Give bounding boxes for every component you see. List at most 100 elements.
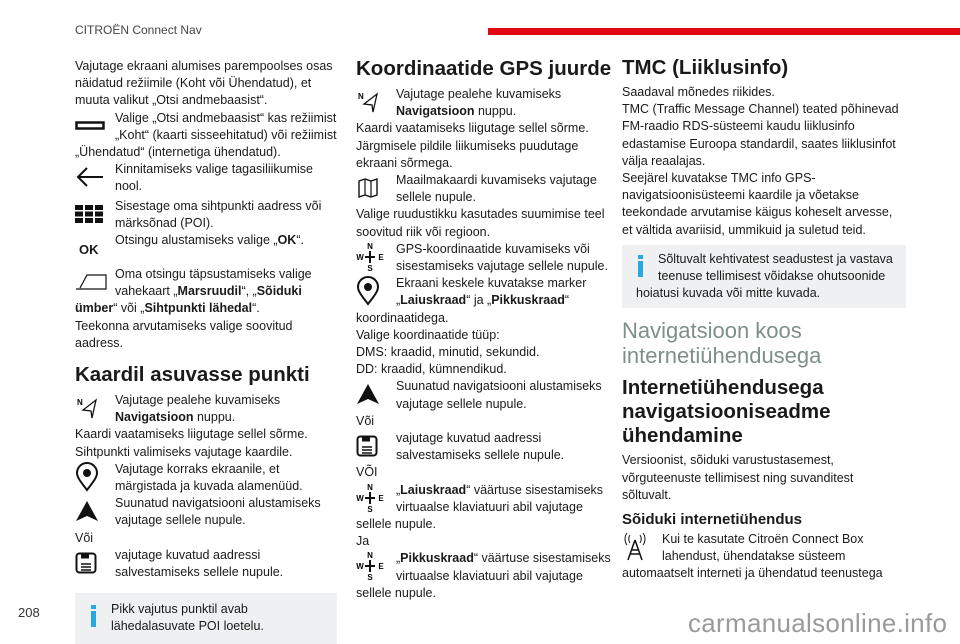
info-icon: [636, 251, 658, 281]
bold-text: Marsruudil: [177, 284, 242, 299]
header-accent-bar: [488, 28, 960, 35]
item-text: „Laiuskraad“ väärtuse sisestamiseks virt…: [356, 482, 618, 534]
map-pin-icon: [75, 461, 115, 493]
text-segment: Sisestage oma sihtpunkti aadress või mär…: [115, 198, 322, 230]
item-text: Suunatud navigatsiooni alustamiseks vaju…: [396, 379, 602, 411]
compass-e: E: [378, 562, 384, 571]
item-text: Maailmakaardi kuvamiseks vajutage sellel…: [396, 173, 597, 205]
svg-text:N: N: [358, 92, 364, 101]
compass-w: W: [356, 562, 364, 571]
keyboard-icon: [75, 198, 115, 230]
compass-s: S: [367, 573, 373, 581]
text-segment: nuppu.: [474, 104, 517, 119]
map-pin-icon: [356, 275, 396, 307]
compass-w: W: [356, 253, 364, 262]
world-map-icon: [356, 172, 396, 204]
navigation-arrow-icon: [75, 495, 115, 527]
paragraph: Versioonist, sõiduki varustustasemest, v…: [622, 453, 854, 502]
section-heading: Internetiühendusega navigatsiooniseadme …: [622, 376, 831, 448]
section-heading: Koordinaatide GPS juurde: [356, 57, 612, 80]
bold-text: Navigatsioon: [396, 104, 475, 119]
compass-n: N: [367, 551, 373, 560]
compass-s: S: [367, 505, 373, 513]
text-segment: “, „: [241, 284, 257, 299]
text-segment: Ekraani keskele kuvatakse marker „: [396, 276, 587, 308]
list-item: N Vajutage pealehe kuvamiseks Navigatsio…: [356, 86, 618, 120]
paragraph: Sihtpunkti valimiseks vajutage kaardile.: [75, 444, 293, 459]
intro-paragraph: Vajutage ekraani alumises parempoolses o…: [75, 58, 337, 110]
text-segment: “ väärtuse sisestamiseks virtuaalse klav…: [356, 482, 604, 532]
paragraph: Või: [356, 413, 375, 428]
column-2: Koordinaatide GPS juurde N Vajutage peal…: [356, 56, 618, 602]
item-text: Vajutage korraks ekraanile, et märgistad…: [115, 461, 303, 494]
info-box: Sõltuvalt kehtivatest seadustest ja vast…: [622, 244, 906, 309]
text-segment: Oma otsingu täpsustamiseks valige vaheka…: [115, 267, 312, 299]
info-text: Sõltuvalt kehtivatest seadustest ja vast…: [636, 251, 893, 301]
text-segment: Vajutage pealehe kuvamiseks: [115, 393, 281, 408]
item-text: Ekraani keskele kuvatakse marker „Laiusk…: [356, 275, 618, 327]
paragraph: Järgmisele pildile liikumiseks puudutage…: [356, 138, 579, 170]
list-item: vajutage kuvatud aadressi salvestamiseks…: [356, 430, 618, 464]
paragraph: Saadaval mõnedes riikides.: [622, 85, 775, 99]
navigation-arrow-icon: [356, 378, 396, 410]
bold-text: Pikkuskraad: [491, 293, 565, 308]
text-segment: “.: [252, 301, 260, 316]
compass-e: E: [378, 494, 384, 503]
paragraph: Valige koordinaatide tüüp:: [356, 327, 500, 342]
compass-s: S: [367, 264, 373, 272]
item-text: Sisestage oma sihtpunkti aadress või mär…: [75, 198, 337, 232]
paragraph: Ja: [356, 534, 370, 549]
text-segment: “.: [296, 233, 304, 248]
chapter-heading: Navigatsioon koos internetiühendusega: [622, 318, 822, 369]
text-segment: “ koordinaatidega.: [356, 293, 570, 325]
outro-paragraph: Teekonna arvutamiseks valige soovitud aa…: [75, 318, 293, 350]
list-item: Kui te kasutate Citroën Connect Box lahe…: [622, 531, 906, 583]
info-box: Pikk vajutus punktil avab lähedalasuvate…: [75, 593, 337, 644]
list-item: Suunatud navigatsiooni alustamiseks vaju…: [75, 495, 337, 529]
item-text: vajutage kuvatud aadressi salvestamiseks…: [396, 431, 565, 463]
column-1: Vajutage ekraani alumises parempoolses o…: [75, 58, 337, 644]
header-title: CITROËN Connect Nav: [75, 23, 202, 37]
bold-text: OK: [277, 233, 297, 248]
paragraph: DD: kraadid, kümnendikud.: [356, 362, 507, 377]
paragraph: TMC (Traffic Message Channel) teated põh…: [622, 102, 899, 168]
save-icon: [75, 547, 115, 579]
list-item: Maailmakaardi kuvamiseks vajutage sellel…: [356, 172, 618, 206]
item-text: Kui te kasutate Citroën Connect Box lahe…: [622, 532, 883, 581]
ok-icon: OK: [79, 241, 99, 257]
list-item: vajutage kuvatud aadressi salvestamiseks…: [75, 547, 337, 581]
list-item: Oma otsingu täpsustamiseks valige vaheka…: [75, 266, 337, 318]
text-segment: „: [396, 482, 401, 497]
compass-w: W: [356, 494, 364, 503]
bold-text: Pikkuskraad: [400, 551, 474, 566]
list-item: Sisestage oma sihtpunkti aadress või mär…: [75, 198, 337, 232]
navigation-north-icon: N: [356, 86, 396, 118]
text-segment: “ või „: [113, 301, 145, 316]
info-icon: [89, 601, 111, 631]
item-text: Suunatud navigatsiooni alustamiseks vaju…: [115, 496, 321, 528]
paragraph: Seejärel kuvatakse TMC info GPS-navigats…: [622, 171, 893, 237]
item-text: vajutage kuvatud aadressi salvestamiseks…: [115, 547, 284, 580]
bold-text: Sõiduki ümber: [75, 284, 302, 316]
item-text: Kinnitamiseks valige tagasiliikumise noo…: [75, 161, 337, 195]
paragraph: DMS: kraadid, minutid, sekundid.: [356, 345, 540, 360]
subsection-heading: Sõiduki internetiühendus: [622, 511, 803, 529]
list-item: Vajutage korraks ekraanile, et märgistad…: [75, 461, 337, 495]
item-text: Vajutage pealehe kuvamiseks Navigatsioon…: [356, 86, 618, 120]
text-segment: “ ja „: [466, 293, 492, 308]
text-segment: Otsingu alustamiseks valige „: [115, 233, 278, 248]
compass-n: N: [367, 483, 373, 492]
list-item: Valige „Otsi andmebaasist“ kas režiimist…: [75, 110, 337, 162]
paragraph: Või: [75, 530, 94, 545]
item-text: Valige „Otsi andmebaasist“ kas režiimist…: [75, 110, 337, 162]
bold-text: Laiuskraad: [400, 293, 467, 308]
paragraph: VÕI: [356, 465, 378, 480]
item-text: GPS-koordinaatide kuvamiseks või sisesta…: [396, 241, 608, 274]
paragraph: Kaardi vaatamiseks liigutage sellel sõrm…: [75, 427, 308, 442]
text-segment: “ väärtuse sisestamiseks virtuaalse klav…: [356, 551, 611, 600]
item-text: Otsingu alustamiseks valige „OK“.: [75, 232, 337, 249]
